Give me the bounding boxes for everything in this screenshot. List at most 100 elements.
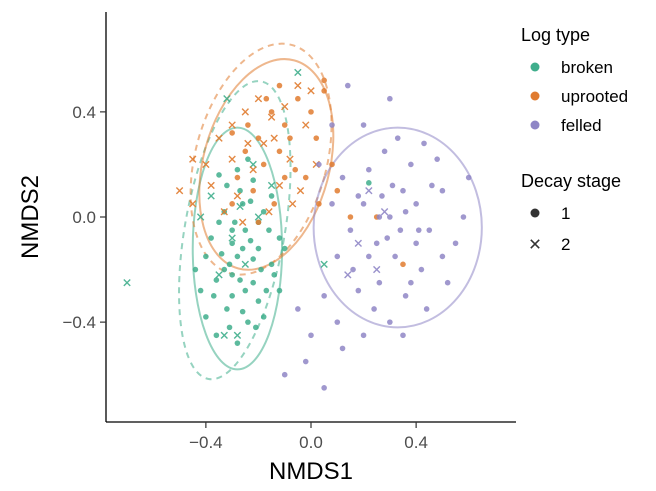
point-broken-decay-2 bbox=[254, 213, 263, 221]
legend-key-uprooted bbox=[530, 91, 540, 101]
point-felled-decay-1 bbox=[413, 201, 419, 207]
point-uprooted-decay-2 bbox=[202, 160, 210, 169]
point-broken-decay-2 bbox=[123, 279, 131, 287]
x-ticks: −0.4 0.0 0.4 bbox=[189, 422, 428, 452]
point-felled-decay-1 bbox=[366, 166, 372, 173]
point-broken-decay-1 bbox=[224, 306, 230, 312]
point-uprooted-decay-2 bbox=[281, 102, 289, 111]
point-broken-decay-1 bbox=[213, 332, 220, 339]
point-broken-decay-1 bbox=[234, 166, 241, 173]
point-uprooted-decay-2 bbox=[238, 218, 247, 226]
point-uprooted-decay-1 bbox=[242, 148, 249, 155]
point-felled-decay-1 bbox=[429, 182, 435, 189]
point-broken-decay-1 bbox=[250, 177, 256, 184]
point-uprooted-decay-2 bbox=[189, 200, 197, 208]
point-uprooted-decay-1 bbox=[400, 261, 406, 268]
point-broken-decay-2 bbox=[233, 331, 242, 339]
point-uprooted-decay-1 bbox=[229, 130, 235, 136]
point-felled-decay-1 bbox=[434, 156, 440, 162]
point-uprooted-decay-1 bbox=[302, 174, 309, 181]
point-broken-decay-1 bbox=[239, 245, 246, 252]
legend-key-decay-2 bbox=[530, 239, 540, 249]
point-felled-decay-1 bbox=[439, 187, 446, 194]
legend-label-felled: felled bbox=[561, 116, 602, 135]
point-broken-decay-1 bbox=[224, 182, 230, 189]
point-felled-decay-1 bbox=[387, 214, 393, 220]
point-uprooted-decay-2 bbox=[270, 134, 278, 142]
point-felled-decay-1 bbox=[423, 306, 430, 312]
legend-label-decay-1: 1 bbox=[561, 204, 570, 223]
point-broken-decay-1 bbox=[213, 277, 220, 283]
point-uprooted-decay-1 bbox=[263, 95, 270, 102]
point-uprooted-decay-1 bbox=[308, 109, 314, 115]
point-felled-decay-1 bbox=[321, 293, 327, 299]
point-felled-decay-1 bbox=[415, 227, 422, 233]
point-uprooted-decay-2 bbox=[302, 121, 310, 129]
point-uprooted-decay-2 bbox=[189, 155, 197, 163]
point-felled-decay-1 bbox=[387, 319, 393, 325]
point-felled-decay-1 bbox=[426, 227, 433, 233]
ellipse-broken-decay-2 bbox=[178, 80, 292, 381]
point-uprooted-decay-2 bbox=[265, 208, 273, 216]
point-felled-decay-2 bbox=[365, 187, 373, 195]
point-uprooted-decay-1 bbox=[321, 88, 327, 94]
point-broken-decay-1 bbox=[281, 245, 288, 252]
point-uprooted-decay-1 bbox=[287, 135, 293, 141]
point-felled-decay-2 bbox=[373, 265, 381, 274]
legend-shape-entries: 12 bbox=[530, 204, 570, 254]
point-broken-decay-1 bbox=[192, 266, 199, 273]
point-felled-decay-1 bbox=[334, 319, 341, 325]
point-uprooted-decay-1 bbox=[268, 109, 275, 115]
point-uprooted-decay-2 bbox=[307, 87, 315, 95]
point-broken-decay-1 bbox=[263, 287, 270, 294]
point-felled-decay-1 bbox=[321, 385, 327, 391]
point-broken-decay-1 bbox=[197, 287, 204, 294]
point-broken-decay-1 bbox=[276, 235, 283, 241]
point-uprooted-decay-2 bbox=[207, 181, 215, 190]
point-broken-decay-1 bbox=[216, 172, 222, 178]
point-uprooted-decay-1 bbox=[255, 135, 262, 141]
legend-key-felled bbox=[530, 120, 540, 130]
point-felled-decay-1 bbox=[389, 182, 396, 189]
point-uprooted-decay-1 bbox=[313, 135, 320, 141]
point-uprooted-decay-1 bbox=[295, 95, 301, 102]
point-broken-decay-1 bbox=[208, 235, 214, 241]
point-uprooted-decay-2 bbox=[294, 81, 302, 90]
point-uprooted-decay-1 bbox=[229, 201, 235, 207]
point-felled-decay-1 bbox=[329, 201, 335, 207]
point-broken-decay-2 bbox=[320, 260, 328, 269]
point-uprooted-decay-1 bbox=[321, 77, 327, 84]
point-broken-decay-1 bbox=[245, 156, 251, 162]
point-uprooted-decay-2 bbox=[296, 187, 305, 195]
point-felled-decay-1 bbox=[379, 193, 385, 199]
point-uprooted-decay-1 bbox=[271, 201, 278, 207]
x-axis-title: NMDS1 bbox=[269, 458, 353, 485]
point-felled-decay-1 bbox=[281, 371, 288, 378]
point-broken-decay-1 bbox=[250, 256, 256, 262]
point-broken-decay-1 bbox=[366, 180, 372, 186]
point-uprooted-decay-2 bbox=[275, 181, 284, 190]
point-broken-decay-1 bbox=[229, 240, 235, 247]
point-broken-decay-1 bbox=[229, 227, 235, 233]
point-broken-decay-1 bbox=[253, 324, 259, 331]
point-uprooted-decay-1 bbox=[276, 82, 283, 89]
point-broken-decay-1 bbox=[239, 308, 246, 315]
point-felled-decay-2 bbox=[344, 271, 352, 279]
point-felled-decay-1 bbox=[339, 174, 346, 181]
y-axis-title: NMDS2 bbox=[17, 175, 44, 259]
point-felled-decay-1 bbox=[347, 227, 354, 233]
legend-title-log-type: Log type bbox=[521, 25, 590, 45]
point-felled-decay-1 bbox=[408, 161, 414, 168]
point-broken-decay-2 bbox=[228, 234, 236, 242]
point-felled-decay-1 bbox=[394, 135, 401, 141]
point-felled-decay-1 bbox=[376, 279, 383, 286]
point-broken-decay-1 bbox=[245, 319, 251, 325]
point-felled-decay-1 bbox=[355, 193, 362, 199]
ellipse-uprooted-decay-2 bbox=[189, 42, 333, 276]
point-uprooted-decay-2 bbox=[220, 208, 228, 216]
point-broken-decay-1 bbox=[203, 314, 209, 320]
legend-label-broken: broken bbox=[561, 58, 613, 77]
point-felled-decay-1 bbox=[444, 279, 451, 286]
point-broken-decay-2 bbox=[241, 260, 249, 269]
point-uprooted-decay-2 bbox=[233, 192, 242, 200]
